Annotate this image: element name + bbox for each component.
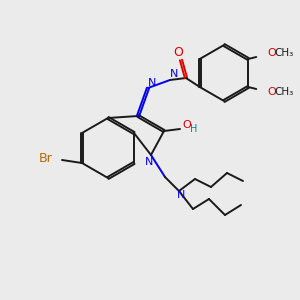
Text: O: O bbox=[173, 46, 183, 59]
Text: O: O bbox=[183, 120, 191, 130]
Text: N: N bbox=[177, 190, 185, 200]
Text: N: N bbox=[148, 78, 156, 88]
Text: N: N bbox=[145, 157, 153, 167]
Text: CH₃: CH₃ bbox=[274, 87, 294, 97]
Text: Br: Br bbox=[38, 152, 52, 166]
Text: O: O bbox=[268, 48, 277, 58]
Text: H: H bbox=[190, 124, 198, 134]
Text: O: O bbox=[268, 87, 277, 97]
Text: CH₃: CH₃ bbox=[274, 48, 294, 58]
Text: N: N bbox=[170, 69, 178, 79]
